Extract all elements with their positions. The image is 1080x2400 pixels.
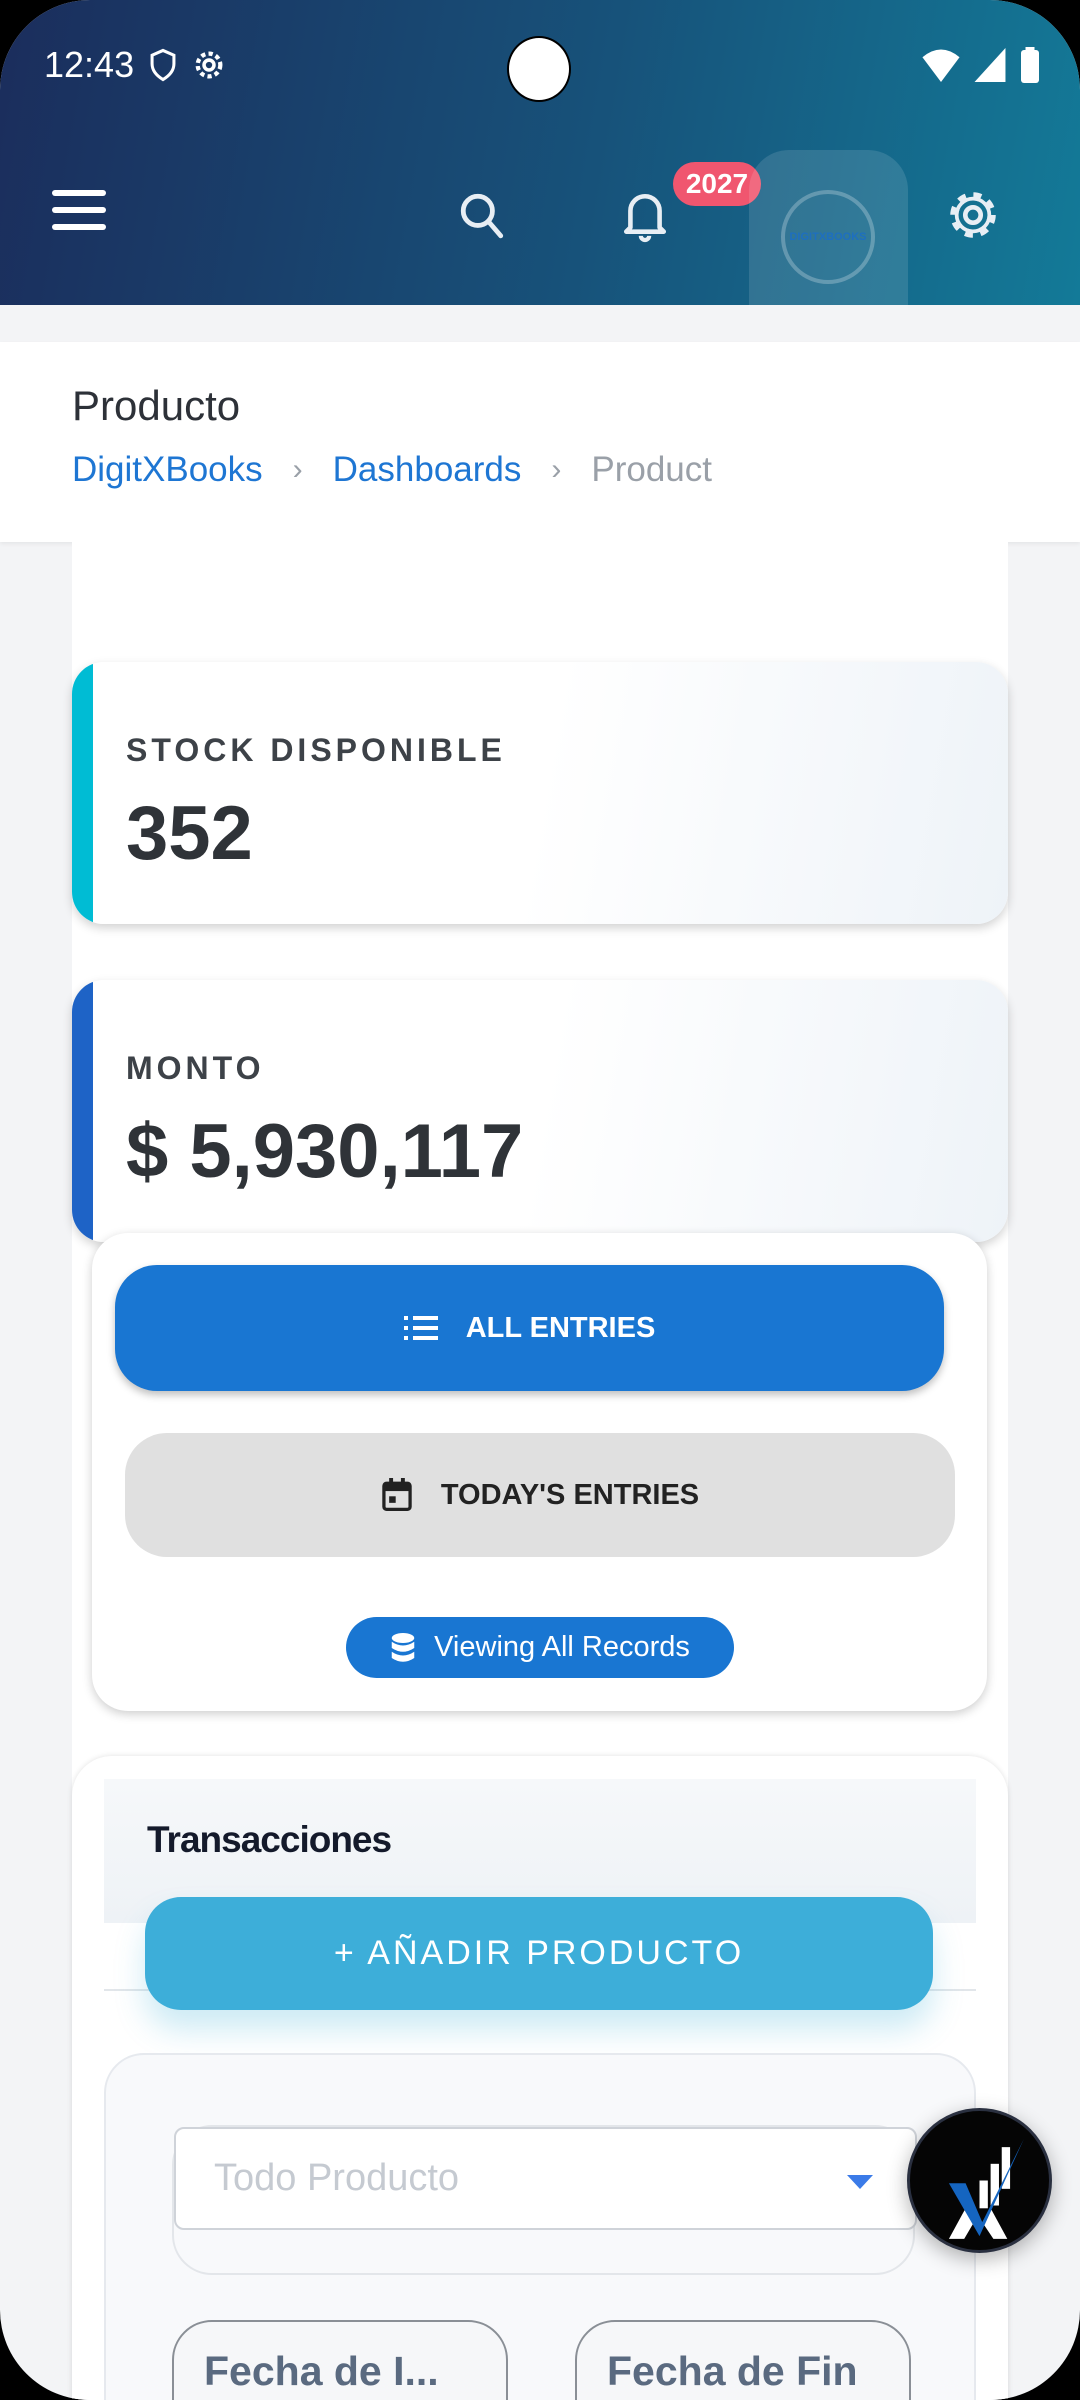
all-entries-label: ALL ENTRIES: [465, 1311, 656, 1344]
company-logo: DIGITXBOOKS: [781, 190, 875, 284]
product-select[interactable]: Todo Producto: [174, 2127, 917, 2230]
breadcrumb-current: Product: [591, 450, 712, 489]
transactions-filters: Todo Producto Fecha de I... Fecha de Fin: [104, 2053, 976, 2400]
todays-entries-label: TODAY'S ENTRIES: [440, 1478, 700, 1511]
start-date-field[interactable]: Fecha de I...: [172, 2320, 508, 2400]
app-logo-fab[interactable]: [907, 2108, 1052, 2253]
gear-icon: [950, 192, 996, 238]
top-bar: 12:43 2027 DIGITXBOOKS: [0, 0, 1080, 310]
add-product-button[interactable]: + AÑADIR PRODUCTO: [145, 1897, 933, 2010]
amount-label: MONTO: [126, 1050, 265, 1086]
settings-button[interactable]: [938, 180, 1008, 250]
status-time: 12:43: [44, 44, 135, 85]
stock-card: STOCK DISPONIBLE 352: [72, 662, 1008, 924]
amount-card: MONTO $ 5,930,117: [72, 980, 1008, 1242]
signal-icon: [974, 48, 1006, 82]
hamburger-icon: [52, 190, 106, 230]
stock-label: STOCK DISPONIBLE: [126, 732, 506, 768]
breadcrumb-home[interactable]: DigitXBooks: [72, 450, 263, 489]
profile-button[interactable]: DIGITXBOOKS: [749, 150, 908, 310]
battery-icon: [1021, 47, 1039, 83]
todays-entries-button[interactable]: TODAY'S ENTRIES: [125, 1433, 955, 1557]
chevron-right-icon: ›: [551, 453, 562, 486]
digitxbooks-logo-icon: [948, 2138, 1024, 2239]
dropdown-arrow-icon: [847, 2175, 873, 2189]
page-title: Producto: [72, 382, 241, 429]
page-header: Producto DigitXBooks › Dashboards › Prod…: [0, 342, 1080, 542]
notifications-button[interactable]: [610, 180, 680, 250]
transactions-title: Transacciones: [147, 1819, 392, 1860]
list-icon: [403, 1316, 438, 1340]
entries-filter-card: ALL ENTRIES TODAY'S ENTRIES Viewing All …: [92, 1233, 987, 1711]
card-accent: [72, 662, 93, 924]
amount-value: $ 5,930,117: [126, 1109, 524, 1194]
settings-status-icon: [195, 51, 223, 79]
notification-badge: 2027: [673, 162, 761, 206]
product-select-placeholder: Todo Producto: [214, 2157, 460, 2199]
search-icon: [460, 193, 504, 239]
search-button[interactable]: [447, 180, 517, 250]
wifi-icon: [922, 49, 960, 82]
bell-icon: [623, 194, 667, 243]
viewing-label: Viewing All Records: [434, 1631, 690, 1663]
chevron-right-icon: ›: [292, 453, 303, 486]
menu-button[interactable]: [44, 180, 114, 240]
database-icon: [391, 1632, 415, 1662]
viewing-status-badge: Viewing All Records: [346, 1617, 734, 1678]
camera-cutout: [507, 36, 571, 102]
end-date-field[interactable]: Fecha de Fin: [575, 2320, 911, 2400]
product-select-wrapper: Todo Producto: [172, 2125, 917, 2275]
breadcrumb-dashboards[interactable]: Dashboards: [332, 450, 522, 489]
breadcrumb: DigitXBooks › Dashboards › Product: [72, 450, 712, 490]
card-accent: [72, 980, 93, 1242]
status-bar: 12:43: [44, 40, 1040, 90]
all-entries-button[interactable]: ALL ENTRIES: [115, 1265, 944, 1391]
calendar-icon: [382, 1478, 412, 1512]
shield-icon: [150, 48, 176, 82]
stock-value: 352: [126, 791, 253, 876]
